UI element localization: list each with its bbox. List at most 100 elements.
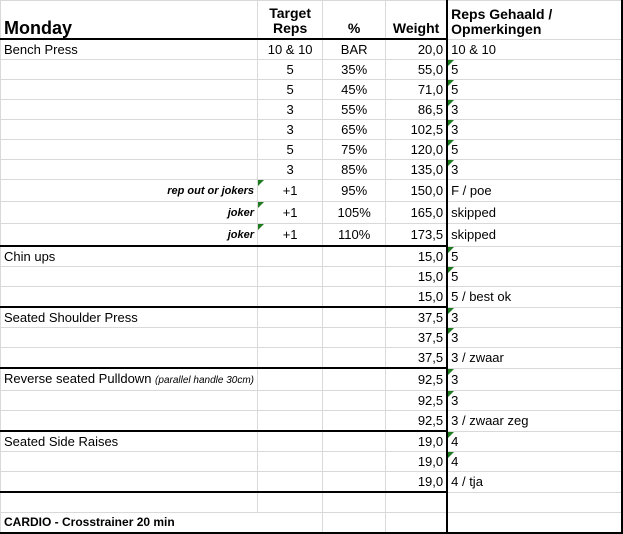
percent-cell[interactable] — [322, 451, 387, 472]
weight-cell[interactable]: 19,0 — [385, 430, 449, 452]
result-cell[interactable]: 3 — [446, 159, 623, 180]
weight-cell[interactable]: 150,0 — [385, 179, 449, 202]
exercise-cell[interactable]: Seated Side Raises — [0, 430, 258, 452]
percent-cell[interactable]: 85% — [322, 159, 387, 180]
weight-cell[interactable]: 102,5 — [385, 119, 449, 140]
exercise-cell[interactable] — [0, 79, 258, 100]
result-cell[interactable]: 3 — [446, 367, 623, 391]
exercise-cell[interactable] — [0, 99, 258, 120]
weight-cell[interactable]: 37,5 — [385, 327, 449, 348]
result-cell[interactable]: 5 — [446, 245, 623, 267]
exercise-cell[interactable]: joker — [0, 223, 258, 247]
percent-cell[interactable]: 110% — [322, 223, 387, 247]
weight-cell[interactable]: 120,0 — [385, 139, 449, 160]
target-reps-cell[interactable] — [256, 347, 324, 369]
weight-cell[interactable]: 92,5 — [385, 367, 449, 391]
weight-cell[interactable]: 71,0 — [385, 79, 449, 100]
target-reps-cell[interactable] — [256, 451, 324, 472]
target-reps-cell[interactable] — [256, 430, 324, 452]
result-cell[interactable] — [446, 491, 623, 513]
weight-cell[interactable]: 19,0 — [385, 471, 449, 493]
target-reps-cell[interactable]: 3 — [256, 99, 324, 120]
result-cell[interactable]: 5 — [446, 139, 623, 160]
percent-cell[interactable] — [322, 266, 387, 287]
target-reps-cell[interactable]: 3 — [256, 119, 324, 140]
exercise-cell[interactable]: Bench Press — [0, 38, 258, 60]
exercise-cell[interactable]: Reverse seated Pulldown (parallel handle… — [0, 367, 258, 391]
percent-cell[interactable]: 35% — [322, 59, 387, 80]
target-reps-cell[interactable]: +1 — [256, 201, 324, 224]
weight-header[interactable]: Weight — [385, 0, 449, 40]
target-reps-cell[interactable] — [256, 471, 324, 493]
exercise-cell[interactable]: Seated Shoulder Press — [0, 306, 258, 328]
percent-cell[interactable] — [322, 410, 387, 432]
percent-cell[interactable]: 95% — [322, 179, 387, 202]
percent-cell[interactable]: 55% — [322, 99, 387, 120]
target-reps-cell[interactable] — [256, 266, 324, 287]
empty-cell[interactable] — [446, 512, 623, 534]
result-cell[interactable]: skipped — [446, 201, 623, 224]
percent-cell[interactable] — [322, 491, 387, 513]
percent-cell[interactable] — [322, 245, 387, 267]
result-cell[interactable]: 10 & 10 — [446, 38, 623, 60]
result-cell[interactable]: 4 — [446, 430, 623, 452]
percent-cell[interactable] — [322, 306, 387, 328]
result-cell[interactable]: 5 / best ok — [446, 286, 623, 308]
weight-cell[interactable]: 86,5 — [385, 99, 449, 120]
result-cell[interactable]: 5 — [446, 59, 623, 80]
exercise-cell[interactable] — [0, 119, 258, 140]
empty-cell[interactable] — [322, 512, 387, 534]
result-cell[interactable]: 3 — [446, 306, 623, 328]
exercise-cell[interactable]: Chin ups — [0, 245, 258, 267]
result-cell[interactable]: 3 / zwaar — [446, 347, 623, 369]
percent-cell[interactable]: 65% — [322, 119, 387, 140]
percent-cell[interactable] — [322, 430, 387, 452]
result-cell[interactable]: 3 — [446, 119, 623, 140]
percent-header[interactable]: % — [322, 0, 387, 40]
cardio-cell[interactable]: CARDIO - Crosstrainer 20 min — [0, 512, 258, 534]
target-reps-cell[interactable]: 3 — [256, 159, 324, 180]
percent-cell[interactable]: 45% — [322, 79, 387, 100]
target-reps-header[interactable]: Target Reps — [256, 0, 324, 40]
day-title[interactable]: Monday — [0, 0, 258, 40]
weight-cell[interactable]: 20,0 — [385, 38, 449, 60]
weight-cell[interactable]: 37,5 — [385, 347, 449, 369]
weight-cell[interactable]: 15,0 — [385, 286, 449, 308]
target-reps-cell[interactable]: 10 & 10 — [256, 38, 324, 60]
exercise-cell[interactable] — [0, 266, 258, 287]
target-reps-cell[interactable] — [256, 327, 324, 348]
target-reps-cell[interactable] — [256, 390, 324, 411]
result-cell[interactable]: 4 — [446, 451, 623, 472]
weight-cell[interactable]: 173,5 — [385, 223, 449, 247]
result-cell[interactable]: F / poe — [446, 179, 623, 202]
weight-cell[interactable]: 19,0 — [385, 451, 449, 472]
exercise-cell[interactable] — [0, 491, 258, 513]
target-reps-cell[interactable]: 5 — [256, 139, 324, 160]
exercise-cell[interactable] — [0, 347, 258, 369]
weight-cell[interactable]: 15,0 — [385, 266, 449, 287]
weight-cell[interactable]: 165,0 — [385, 201, 449, 224]
exercise-cell[interactable]: joker — [0, 201, 258, 224]
target-reps-cell[interactable] — [256, 245, 324, 267]
weight-cell[interactable]: 135,0 — [385, 159, 449, 180]
exercise-cell[interactable]: rep out or jokers — [0, 179, 258, 202]
empty-cell[interactable] — [385, 512, 449, 534]
percent-cell[interactable] — [322, 471, 387, 493]
percent-cell[interactable]: 105% — [322, 201, 387, 224]
empty-cell[interactable] — [256, 512, 324, 534]
target-reps-cell[interactable]: 5 — [256, 59, 324, 80]
result-cell[interactable]: 5 — [446, 266, 623, 287]
percent-cell[interactable]: 75% — [322, 139, 387, 160]
weight-cell[interactable]: 92,5 — [385, 410, 449, 432]
result-cell[interactable]: 3 / zwaar zeg — [446, 410, 623, 432]
exercise-cell[interactable] — [0, 159, 258, 180]
exercise-cell[interactable] — [0, 139, 258, 160]
percent-cell[interactable]: BAR — [322, 38, 387, 60]
result-cell[interactable]: 3 — [446, 99, 623, 120]
result-cell[interactable]: 3 — [446, 390, 623, 411]
weight-cell[interactable]: 92,5 — [385, 390, 449, 411]
percent-cell[interactable] — [322, 347, 387, 369]
result-cell[interactable]: 3 — [446, 327, 623, 348]
result-cell[interactable]: 4 / tja — [446, 471, 623, 493]
percent-cell[interactable] — [322, 367, 387, 391]
